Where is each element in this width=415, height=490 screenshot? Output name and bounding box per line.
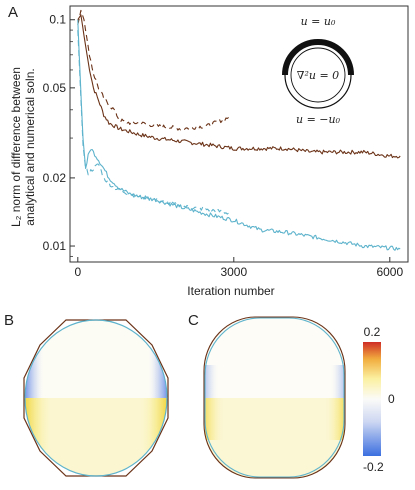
series-line-blue-solid (77, 19, 401, 251)
inset-bottom-label: u = −u₀ (296, 113, 341, 126)
panel-b-polygon-boundary (23, 319, 169, 477)
panel-b-heatmap (23, 319, 169, 477)
plot-axes (69, 5, 409, 263)
colorbar: 0.2 0 -0.2 (363, 325, 395, 474)
series-line-blue-dashed (77, 30, 229, 215)
x-axis-label: Iteration number (187, 284, 274, 298)
line-chart: 0.01 0.02 0.05 0.1 0 3000 6000 Iteration numbe… (9, 5, 409, 298)
x-tick-label: 6000 (376, 265, 403, 279)
inset-inner-ring (290, 47, 346, 103)
inset-ring (284, 41, 352, 109)
panel-c-heatmap (203, 316, 346, 479)
colorbar-mid-label: 0 (388, 392, 395, 406)
y-tick-label: 0.1 (49, 13, 66, 27)
y-tick-label: 0.01 (43, 239, 67, 253)
boundary-condition-inset: u = u₀ ∇²u = 0 u = −u₀ (282, 15, 354, 126)
panel-c-circle-boundary (204, 317, 345, 478)
x-tick-label: 0 (74, 265, 81, 279)
y-tick-label: 0.05 (43, 81, 67, 95)
colorbar-gradient (363, 342, 381, 456)
colorbar-max-label: 0.2 (364, 325, 381, 339)
colorbar-min-label: -0.2 (363, 460, 384, 474)
panel-letter-b: B (4, 312, 14, 329)
inset-center-label: ∇²u = 0 (297, 69, 339, 82)
axis-ticks: 0.01 0.02 0.05 0.1 0 3000 6000 (43, 13, 404, 279)
y-tick-label: 0.02 (43, 171, 67, 185)
inset-top-label: u = u₀ (301, 15, 336, 28)
series-layer (77, 9, 401, 251)
panel-letter-a: A (8, 4, 18, 21)
series-line-brown-solid (77, 14, 401, 159)
series-line-brown-dashed (77, 9, 229, 131)
plot-frame (69, 5, 409, 263)
panel-letter-c: C (188, 312, 199, 329)
y-axis-label-line2: analytical and numerical soln. (23, 68, 37, 225)
x-tick-label: 3000 (220, 265, 247, 279)
panel-b-circle-boundary (24, 319, 168, 477)
panel-c-shape-boundary (203, 316, 346, 479)
y-axis-label-line1: L₂ norm of difference between (9, 67, 23, 227)
